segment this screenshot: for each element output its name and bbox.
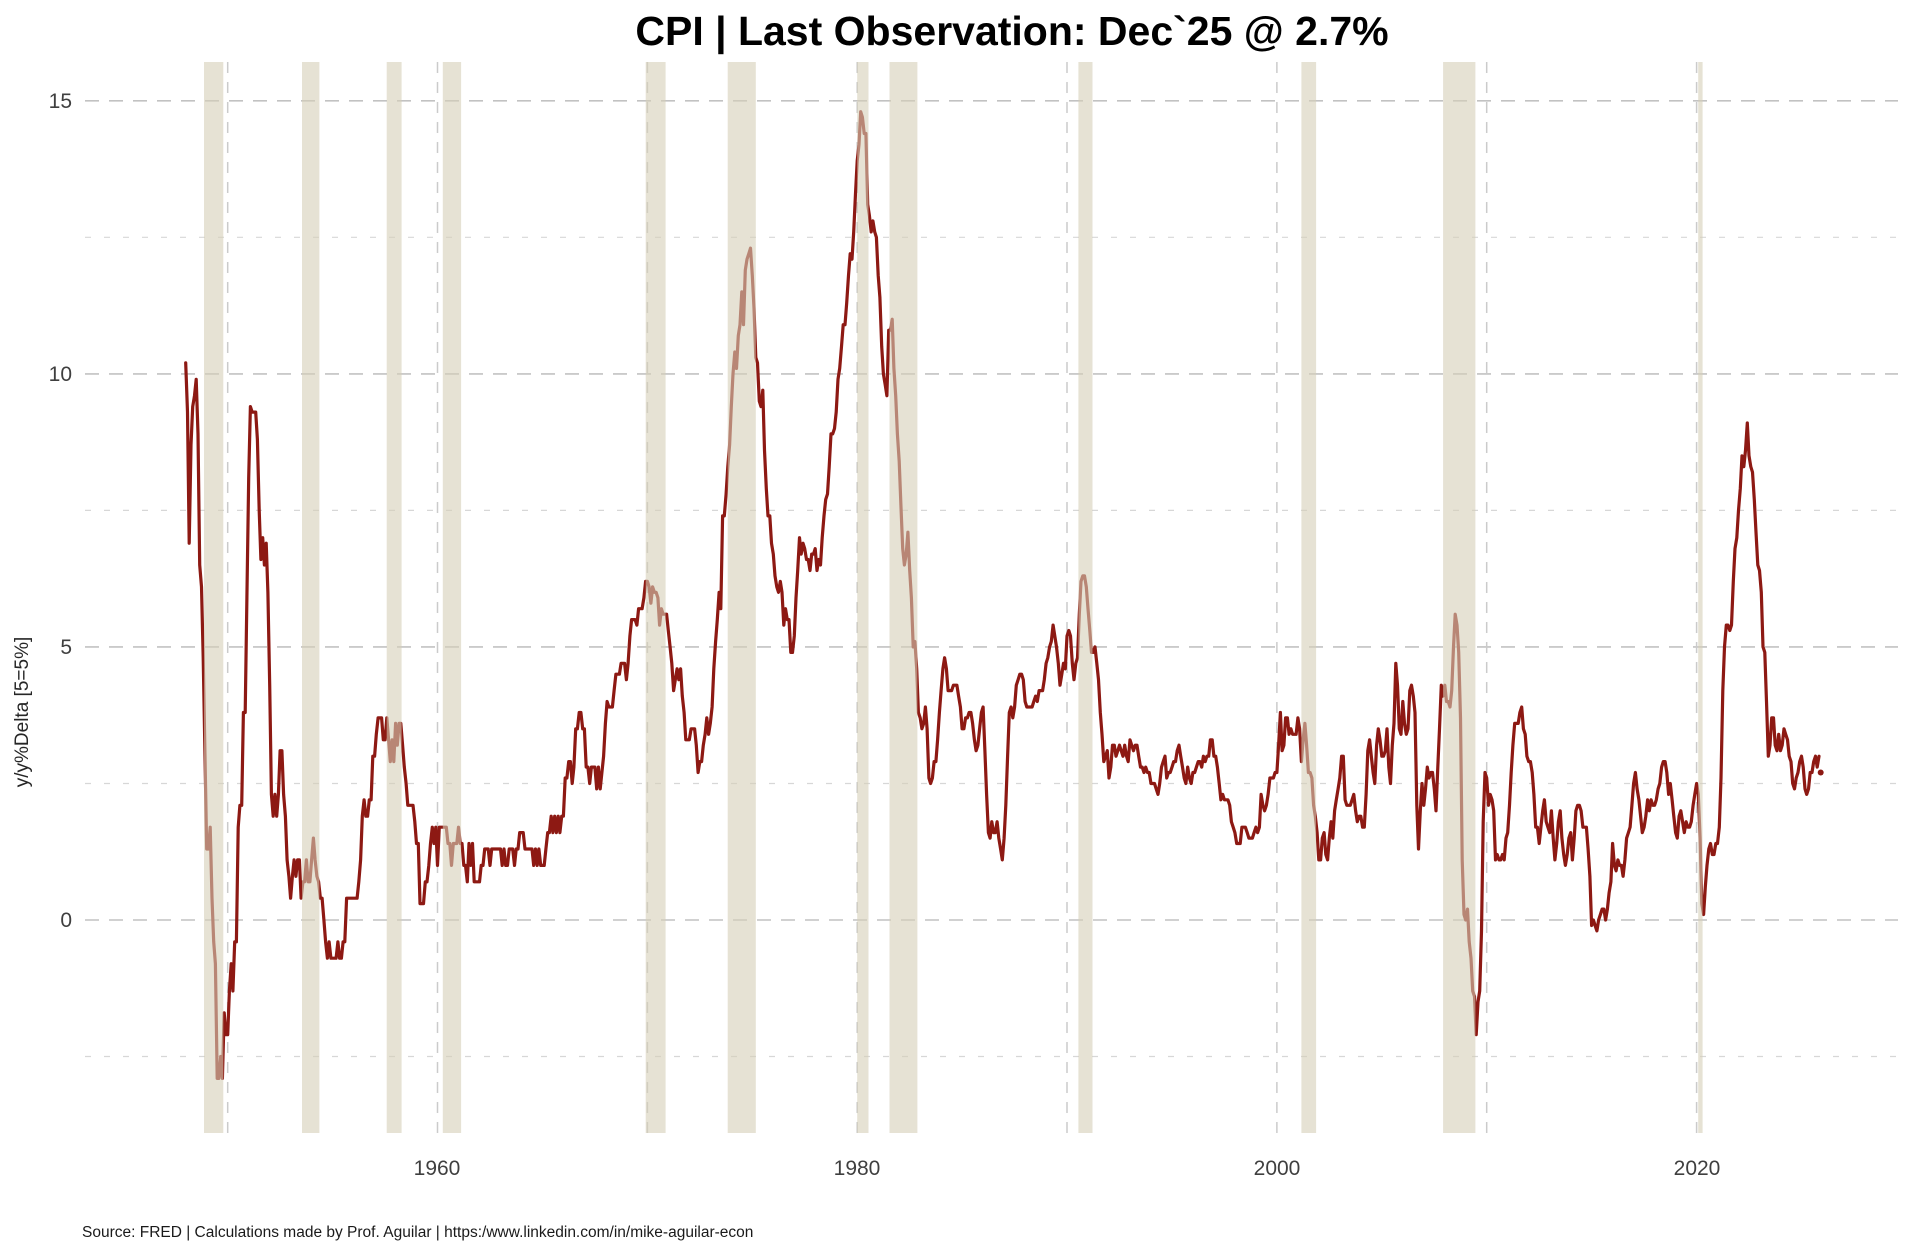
recession-band (645, 62, 666, 1133)
recession-band (857, 62, 869, 1133)
recession-band (442, 62, 462, 1133)
x-tick-label-1980: 1980 (834, 1157, 881, 1180)
recession-band (204, 62, 224, 1133)
x-tick-label-2020: 2020 (1674, 1157, 1721, 1180)
recession-band (302, 62, 320, 1133)
recession-band (386, 62, 402, 1133)
recession-band (1301, 62, 1317, 1133)
y-tick-label-15: 15 (49, 90, 72, 113)
x-tick-label-1960: 1960 (414, 1157, 461, 1180)
recession-band (727, 62, 756, 1133)
last-observation-dot (1817, 769, 1824, 776)
y-axis-title: y/y%Delta [5=5%] (12, 637, 33, 788)
recession-band (1443, 62, 1476, 1133)
chart-title: CPI | Last Observation: Dec`25 @ 2.7% (635, 8, 1388, 54)
y-tick-label-0: 0 (60, 909, 72, 932)
recession-band (1078, 62, 1093, 1133)
y-tick-label-5: 5 (60, 636, 72, 659)
source-note: Source: FRED | Calculations made by Prof… (82, 1224, 753, 1241)
recession-band (1698, 62, 1703, 1133)
x-tick-label-2000: 2000 (1254, 1157, 1301, 1180)
plot-area (85, 62, 1898, 1133)
y-tick-label-10: 10 (49, 363, 72, 386)
cpi-series-line (184, 110, 1821, 1081)
recession-band (889, 62, 918, 1133)
